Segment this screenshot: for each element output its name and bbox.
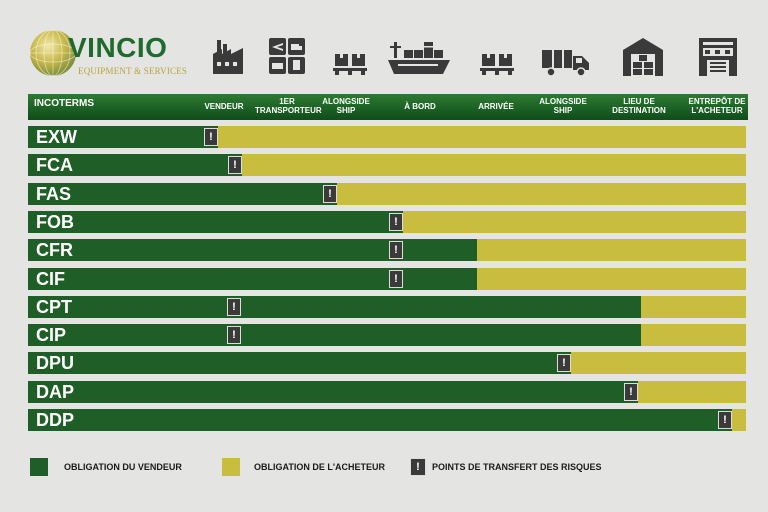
cargo-ship-icon (388, 42, 450, 74)
stage-label-seller: VENDEUR (204, 102, 244, 111)
factory-icon (213, 40, 243, 74)
seller-obligation-bar (28, 182, 337, 205)
risk-transfer-marker-icon: ! (389, 241, 403, 260)
seller-obligation-bar (28, 239, 477, 262)
legend-buyer-swatch (222, 458, 240, 476)
transport-modes-icon (269, 38, 305, 74)
seller-obligation-bar (28, 210, 403, 233)
incoterm-code: EXW (36, 127, 78, 147)
risk-transfer-marker-icon: ! (718, 411, 732, 429)
incoterm-note: ASSURANCE PAYÉE PAR LE VENDEUR (482, 273, 633, 283)
incoterm-code: FOB (36, 211, 74, 232)
incoterm-code: DAP (36, 381, 75, 402)
seller-obligation-bar (28, 267, 477, 290)
incoterm-code: CIP (36, 325, 67, 346)
pallet-boxes-icon (480, 54, 514, 75)
incoterm-row-cip: CIP! (28, 324, 746, 347)
legend-buyer-label: OBLIGATION DE L'ACHETEUR (254, 462, 385, 472)
risk-transfer-marker-icon: ! (227, 297, 241, 316)
pallet-boxes-icon (333, 54, 367, 75)
seller-obligation-bar (28, 352, 571, 375)
incoterm-row-dap: DAP! (28, 380, 746, 403)
incoterm-row-exw: EXW! (28, 126, 746, 148)
stage-label-first-carrier: 1ER TRANSPORTEUR (255, 97, 322, 115)
incoterm-code: CFR (36, 240, 73, 261)
seller-obligation-bar (28, 295, 641, 318)
risk-transfer-marker-icon: ! (624, 382, 638, 401)
incoterm-code: FAS (36, 183, 72, 204)
incoterm-code: DPU (36, 353, 75, 374)
stage-label-buyer-warehouse: ENTREPÔT DE L'ACHETEUR (688, 97, 746, 115)
incoterm-row-fob: FOB! (28, 210, 746, 233)
incoterm-code: DDP (36, 410, 75, 430)
incoterm-row-ddp: DDP! (28, 409, 746, 431)
risk-transfer-marker-icon: ! (228, 156, 242, 175)
stage-label-alongside-ship: ALONGSIDE SHIP (322, 97, 370, 115)
incoterm-code: CPT (36, 296, 72, 317)
risk-transfer-marker-icon: ! (389, 269, 403, 288)
incoterm-code: FCA (36, 155, 73, 176)
store-building-icon (699, 38, 737, 76)
incoterms-header: INCOTERMS VENDEUR 1ER TRANSPORTEUR ALONG… (28, 94, 748, 120)
legend-seller-swatch (30, 458, 48, 476)
risk-marker-icon: ! (410, 458, 426, 476)
risk-transfer-marker-icon: ! (227, 326, 241, 345)
incoterm-row-cif: CIF ASSURANCE PAYÉE PAR LE VENDEUR! (28, 267, 746, 290)
vincio-logo: VINCIO EQUIPMENT & SERVICES (28, 26, 188, 82)
incoterm-row-cpt: CPT! (28, 295, 746, 318)
seller-obligation-bar (28, 324, 641, 347)
incoterm-row-fca: FCA + CONNAISSEMENT À BORD! (28, 154, 746, 177)
stage-label-alongside-ship-arrival: ALONGSIDE SHIP (539, 97, 587, 115)
incoterm-code: CIF (36, 268, 65, 289)
risk-transfer-marker-icon: ! (557, 354, 571, 373)
incoterm-row-cfr: CFR! (28, 239, 746, 262)
legend-seller-label: OBLIGATION DU VENDEUR (64, 462, 182, 472)
brand-tagline: EQUIPMENT & SERVICES (78, 66, 188, 76)
incoterm-row-fas: FAS! (28, 182, 746, 205)
delivery-truck-icon (542, 50, 589, 77)
warehouse-icon (623, 38, 663, 76)
legend-risk-label: POINTS DE TRANSFERT DES RISQUES (432, 462, 602, 472)
incoterm-row-dpu: DPU! (28, 352, 746, 375)
incoterms-column-title: INCOTERMS (34, 98, 94, 109)
seller-obligation-bar (28, 126, 218, 148)
seller-obligation-bar (28, 154, 242, 177)
seller-obligation-bar (28, 380, 638, 403)
incoterm-note: + CONNAISSEMENT À BORD (300, 160, 411, 170)
stage-label-destination: LIEU DE DESTINATION (612, 97, 666, 115)
stage-label-arrival: ARRIVÉE (478, 102, 514, 111)
seller-obligation-bar (28, 409, 732, 431)
risk-transfer-marker-icon: ! (389, 212, 403, 231)
risk-transfer-marker-icon: ! (323, 184, 337, 203)
stage-label-on-board: À BORD (404, 102, 436, 111)
risk-transfer-marker-icon: ! (204, 128, 218, 146)
brand-name: VINCIO (68, 32, 168, 63)
globe-icon (29, 29, 77, 77)
